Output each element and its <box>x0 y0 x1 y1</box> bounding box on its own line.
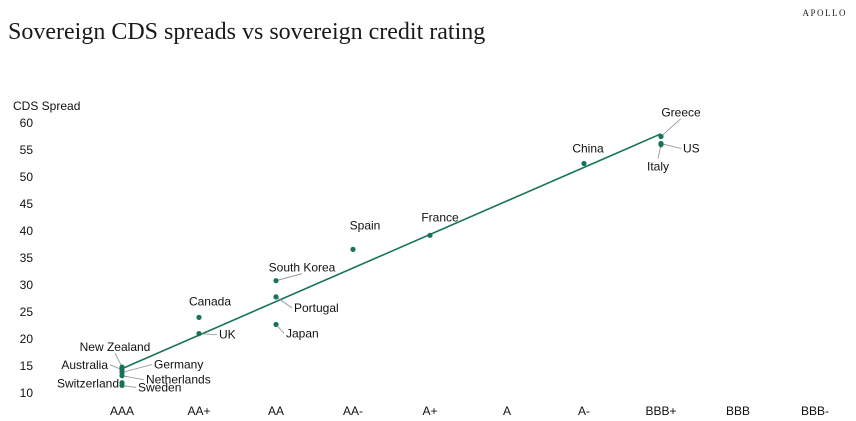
data-point-greece <box>658 133 664 140</box>
data-label-china: China <box>572 142 604 156</box>
leader-line <box>660 143 682 149</box>
data-label-canada: Canada <box>189 294 231 308</box>
data-point-china <box>581 160 587 167</box>
data-label-japan: Japan <box>286 326 319 340</box>
data-point-canada <box>196 314 202 320</box>
data-label-new-zealand: New Zealand <box>80 340 151 354</box>
x-tick-label: AA+ <box>187 404 210 418</box>
y-tick-label: 30 <box>20 278 34 292</box>
data-label-us: US <box>683 142 700 156</box>
data-label-france: France <box>421 210 459 224</box>
data-label-uk: UK <box>219 328 236 342</box>
data-point-japan <box>273 321 279 328</box>
x-tick-label: A <box>503 404 511 418</box>
trend-line <box>121 133 662 370</box>
leader-line <box>275 273 303 282</box>
data-label-spain: Spain <box>350 218 381 232</box>
x-tick-label: BBB <box>726 404 750 418</box>
data-point-france <box>427 232 433 238</box>
y-tick-label: 40 <box>20 224 34 238</box>
y-tick-label: 20 <box>20 332 34 346</box>
leader-line <box>121 364 153 373</box>
y-tick-label: 25 <box>20 305 34 319</box>
data-label-switzerland: Switzerland <box>57 377 119 391</box>
y-tick-label: 55 <box>20 143 34 157</box>
x-tick-label: A+ <box>422 404 437 418</box>
data-label-south-korea: South Korea <box>269 261 336 275</box>
data-point-sweden <box>119 382 125 389</box>
leader-line <box>121 375 145 381</box>
x-tick-label: BBB- <box>801 404 829 418</box>
y-tick-label: 45 <box>20 197 34 211</box>
data-label-portugal: Portugal <box>294 301 339 315</box>
brand-logo: APOLLO <box>802 8 847 18</box>
data-label-sweden: Sweden <box>138 380 181 394</box>
leader-line <box>660 118 682 137</box>
leader-line <box>275 296 293 309</box>
data-label-australia: Australia <box>61 358 108 372</box>
leader-line <box>198 333 218 335</box>
data-label-italy: Italy <box>647 160 669 174</box>
data-label-greece: Greece <box>661 106 701 120</box>
data-point-uk <box>196 331 202 337</box>
data-label-netherlands: Netherlands <box>146 373 211 387</box>
chart-title: Sovereign CDS spreads vs sovereign credi… <box>8 19 486 45</box>
data-point-netherlands <box>119 373 125 379</box>
y-tick-label: 10 <box>20 386 34 400</box>
y-tick-label: 60 <box>20 116 34 130</box>
x-tick-label: A- <box>578 404 590 418</box>
y-tick-label: 35 <box>20 251 34 265</box>
data-point-spain <box>350 246 356 252</box>
x-tick-label: AAA <box>110 404 134 418</box>
y-axis-title: CDS Spread <box>13 99 81 113</box>
y-tick-label: 50 <box>20 170 34 184</box>
leader-line <box>114 352 123 368</box>
x-tick-label: BBB+ <box>645 404 676 418</box>
data-point-italy <box>658 142 664 148</box>
y-tick-label: 15 <box>20 359 34 373</box>
data-point-south-korea <box>273 278 279 284</box>
data-point-portugal <box>273 294 279 300</box>
x-tick-label: AA <box>268 404 284 418</box>
x-tick-label: AA- <box>343 404 363 418</box>
data-label-germany: Germany <box>154 357 203 371</box>
